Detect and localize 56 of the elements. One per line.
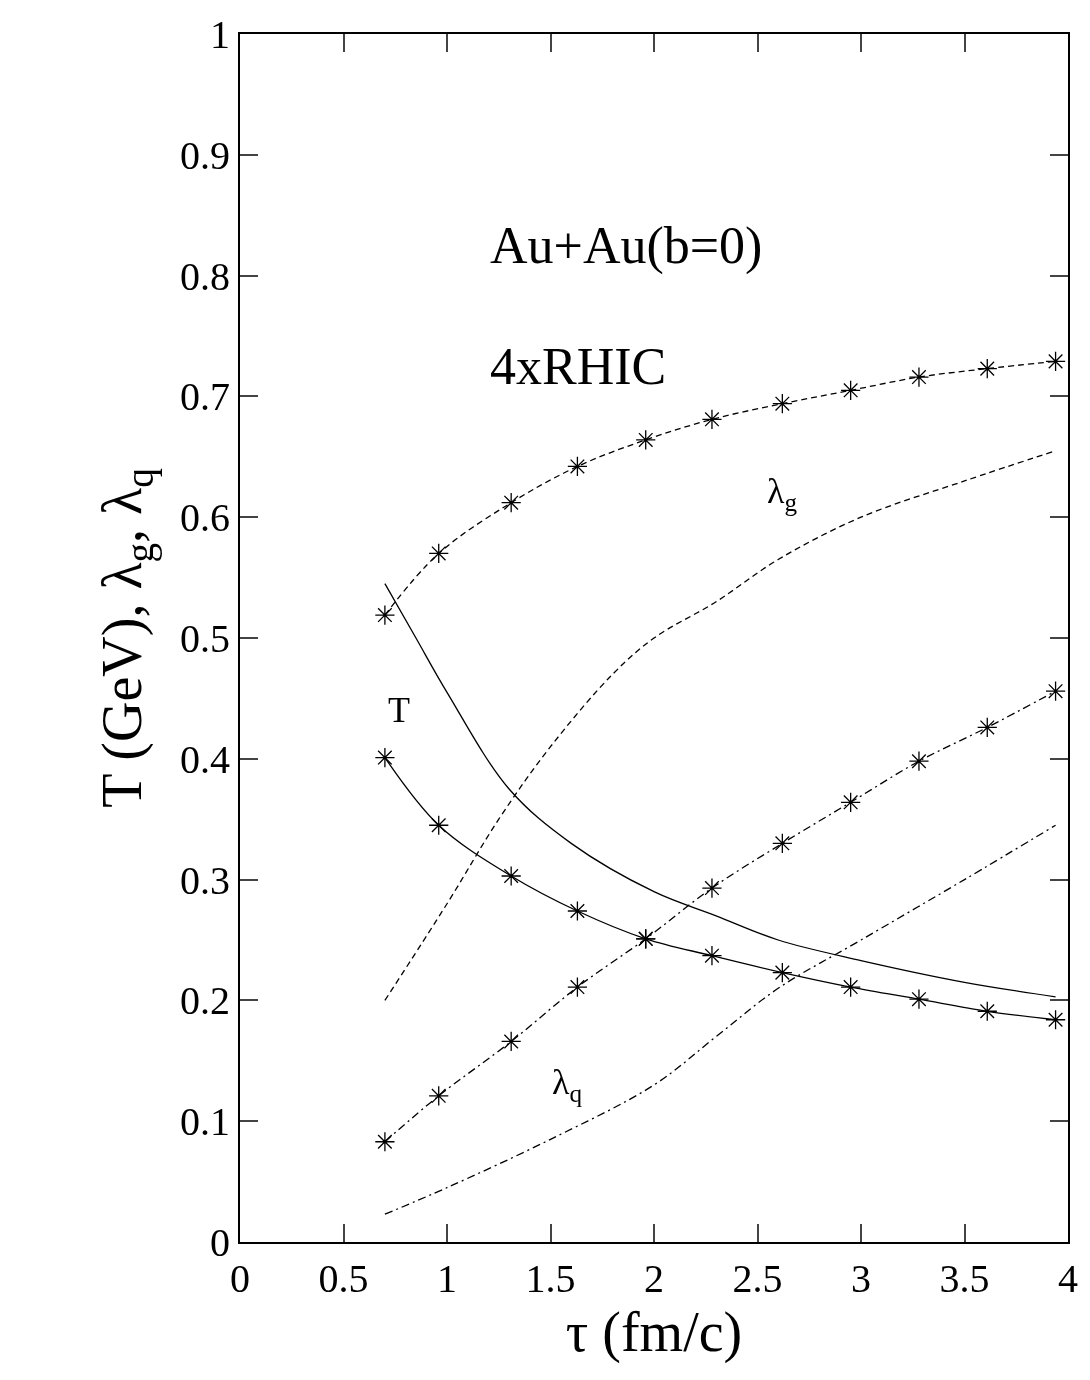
point bbox=[567, 900, 588, 922]
point bbox=[500, 865, 522, 887]
point bbox=[635, 429, 656, 451]
annotation: λ$_{q}$ bbox=[552, 1062, 583, 1107]
point bbox=[1045, 680, 1066, 702]
point bbox=[908, 750, 930, 772]
x-tick-label: 3.5 bbox=[939, 1256, 990, 1301]
point bbox=[428, 1085, 449, 1107]
point bbox=[567, 976, 588, 998]
y-tick-label: 0.1 bbox=[180, 1099, 230, 1145]
x-tick-label: 0.5 bbox=[318, 1256, 369, 1301]
x-tick-label: 3 bbox=[851, 1256, 871, 1301]
point bbox=[428, 814, 449, 836]
point bbox=[701, 945, 723, 966]
point bbox=[701, 409, 723, 430]
point bbox=[908, 988, 930, 1010]
annotation: Au+Au(b=0) bbox=[490, 217, 763, 275]
annotation: λ$_{g}$ bbox=[767, 471, 798, 516]
x-tick-label: 2 bbox=[644, 1256, 664, 1301]
x-tick-label: 1.5 bbox=[525, 1256, 576, 1301]
point bbox=[977, 717, 998, 738]
point bbox=[772, 833, 793, 854]
point bbox=[1045, 351, 1066, 372]
point bbox=[500, 1031, 522, 1052]
y-tick-label: 0.3 bbox=[180, 857, 230, 903]
y-tick-label: 0 bbox=[210, 1220, 230, 1265]
y-tick-label: 0.2 bbox=[180, 978, 230, 1024]
point bbox=[977, 1001, 998, 1022]
point bbox=[374, 747, 396, 768]
point bbox=[567, 456, 588, 477]
y-tick-label: 0.4 bbox=[180, 736, 230, 782]
y-tick-label: 0.6 bbox=[180, 495, 230, 541]
x-tick-label: 4 bbox=[1058, 1256, 1078, 1301]
x-tick-label: 1 bbox=[437, 1256, 457, 1301]
point bbox=[1045, 1009, 1066, 1030]
annotation: 4xRHIC bbox=[490, 338, 667, 395]
point bbox=[428, 543, 449, 564]
point bbox=[772, 393, 793, 414]
annotation: T bbox=[388, 690, 410, 730]
y-tick-label: 0.7 bbox=[180, 374, 230, 420]
point bbox=[840, 976, 861, 998]
x-tick-label: 2.5 bbox=[732, 1256, 783, 1301]
y-tick-label: 0.8 bbox=[180, 253, 230, 299]
point bbox=[840, 792, 861, 813]
y-tick-label: 1 bbox=[210, 12, 230, 57]
y-tick-label: 0.5 bbox=[180, 616, 230, 661]
point bbox=[374, 1131, 396, 1152]
y-tick-label: 0.9 bbox=[180, 132, 230, 178]
point bbox=[772, 962, 793, 983]
point bbox=[977, 358, 998, 379]
x-axis-title: τ (fm/c) bbox=[565, 1301, 743, 1364]
point bbox=[701, 877, 723, 899]
point bbox=[908, 366, 930, 388]
point bbox=[500, 492, 522, 513]
point bbox=[374, 604, 396, 626]
point bbox=[840, 380, 861, 401]
